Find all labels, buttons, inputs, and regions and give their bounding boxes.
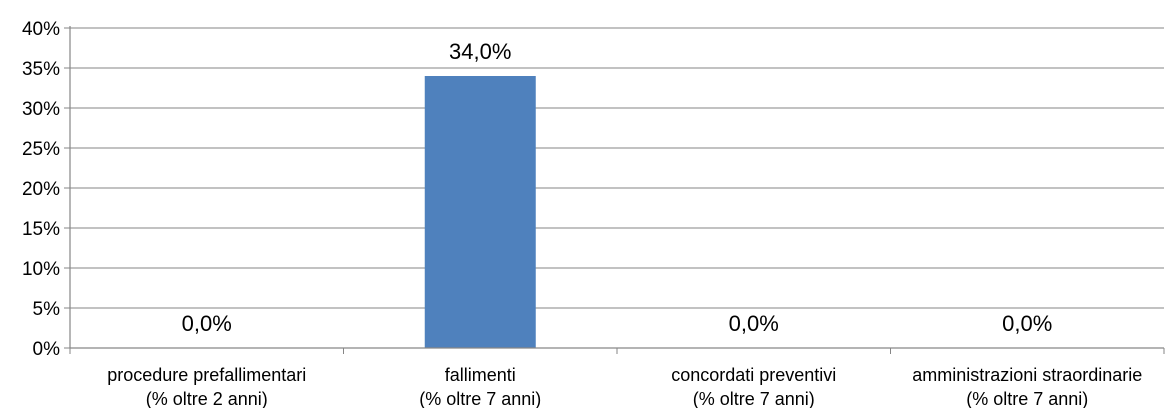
bars <box>424 76 536 348</box>
y-tick-label: 10% <box>22 259 60 280</box>
x-category-label: concordati preventivi <box>671 365 836 385</box>
y-axis-ticks: 0% 5% 10% 15% 20% 25% 30% 35% 40% <box>22 19 70 360</box>
y-tick-label: 30% <box>22 99 60 120</box>
x-axis-labels: procedure prefallimentari (% oltre 2 anni… <box>107 365 1142 408</box>
x-category-label: fallimenti <box>445 365 516 385</box>
data-labels: 0,0% 34,0% 0,0% 0,0% <box>182 39 1053 336</box>
data-label: 0,0% <box>1002 311 1052 336</box>
y-tick-label: 35% <box>22 59 60 80</box>
y-tick-label: 0% <box>33 339 61 360</box>
y-tick-label: 15% <box>22 219 60 240</box>
data-label: 34,0% <box>449 39 511 64</box>
y-tick-label: 25% <box>22 139 60 160</box>
x-category-label: (% oltre 7 anni) <box>693 389 815 408</box>
x-category-label: (% oltre 2 anni) <box>146 389 268 408</box>
x-category-label: amministrazioni straordinarie <box>912 365 1142 385</box>
data-label: 0,0% <box>729 311 779 336</box>
y-tick-label: 20% <box>22 179 60 200</box>
y-tick-label: 40% <box>22 19 60 40</box>
y-tick-label: 5% <box>33 299 61 320</box>
x-category-label: (% oltre 7 anni) <box>966 389 1088 408</box>
gridlines <box>70 27 1164 309</box>
axes <box>69 26 1165 354</box>
data-label: 0,0% <box>182 311 232 336</box>
x-category-label: procedure prefallimentari <box>107 365 306 385</box>
bar <box>424 76 536 348</box>
x-category-label: (% oltre 7 anni) <box>419 389 541 408</box>
